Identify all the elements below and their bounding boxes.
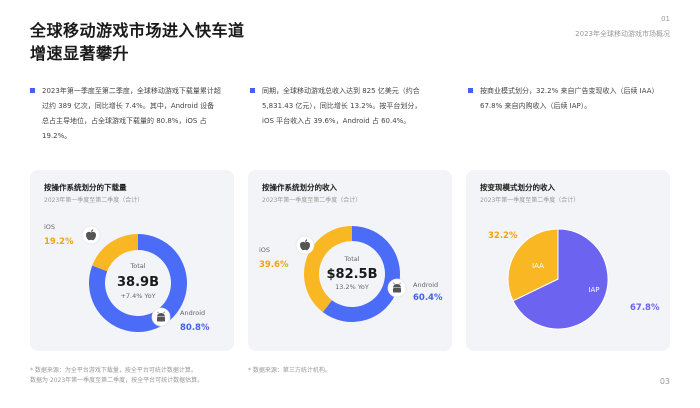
page-section-number: 01: [661, 15, 670, 23]
apple-icon: [86, 229, 96, 241]
chart-card-revenue: 按操作系统划分的收入 2023年第一季度至第二季度（合计） Total $82.5…: [248, 170, 452, 351]
slice-label-android: Android: [180, 309, 205, 317]
footnote-line: * 数据来源：为全平台游戏下载量，按全平台可统计数据计算。: [30, 367, 197, 374]
summary-block-revenue: 同期，全球移动游戏总收入达到 825 亿美元（约合 5,831.43 亿元），同…: [250, 84, 455, 129]
slice-value-iap: 67.8%: [630, 303, 660, 313]
slice-label-iap: IAP: [588, 286, 599, 294]
chart-card-monetization: 按变现模式划分的收入 2023年第一季度至第二季度（合计） IAP IAA 67.8…: [466, 170, 670, 351]
summary-line: 按商业模式划分，32.2% 来自广告变现收入（后续 IAA）: [480, 87, 659, 95]
chart-title: 按操作系统划分的收入: [262, 183, 337, 192]
summary-line: 总占主导地位，占全球游戏下载量的 80.8%，iOS 占 19.2%。: [42, 117, 207, 140]
slice-label-iaa: IAA: [532, 262, 544, 270]
slice-value-android: 60.4%: [413, 293, 443, 303]
title-line-2: 增速显著攀升: [30, 44, 130, 63]
bullet-square: [30, 88, 35, 93]
center-label: Total: [343, 255, 359, 263]
apple-icon: [300, 239, 310, 251]
footnote-line: 数据为 2023年第一季度至第二季度，按全平台可统计数据估算。: [30, 377, 204, 384]
footnote-revenue: * 数据来源：第三方统计机构。: [248, 367, 331, 374]
title-line-1: 全球移动游戏市场进入快车道: [30, 21, 245, 40]
donut-slice-ios: [92, 234, 138, 272]
page-subtitle: 2023年全球移动游戏市场概况: [575, 30, 670, 38]
chart-subtitle: 2023年第一季度至第二季度（合计）: [262, 197, 362, 204]
page-number: 03: [659, 377, 670, 386]
pie-slice-iap: [512, 228, 609, 330]
slice-value-iaa: 32.2%: [488, 231, 518, 241]
slice-value-android: 80.8%: [180, 323, 210, 333]
bullet-square: [250, 88, 255, 93]
page-title: 全球移动游戏市场进入快车道 增速显著攀升: [30, 19, 330, 65]
center-label: Total: [129, 262, 145, 270]
donut-chart-downloads: Total 38.9B +7.4% YoY iOS 19.2% Android 80.8%: [44, 223, 210, 333]
summary-line: 2023年第一季度至第二季度，全球移动游戏下载量累计超: [42, 87, 221, 95]
donut-slice-android: [322, 226, 400, 322]
donut-slice-android: [89, 234, 187, 332]
summary-line: 过约 389 亿次，同比增长 7.4%。其中，Android 设备: [42, 102, 215, 110]
summary-line: 同期，全球移动游戏总收入达到 825 亿美元（约合: [262, 87, 420, 95]
summary-block-downloads: 2023年第一季度至第二季度，全球移动游戏下载量累计超 过约 389 亿次，同比…: [30, 84, 235, 144]
center-value: $82.5B: [326, 267, 377, 282]
android-icon: [393, 282, 401, 293]
summary-block-monetization: 按商业模式划分，32.2% 来自广告变现收入（后续 IAA） 67.8% 来自内…: [468, 84, 673, 114]
chart-title: 按操作系统划分的下载量: [44, 183, 127, 192]
slice-label-ios: iOS: [44, 223, 55, 231]
center-change: 13.2% YoY: [335, 283, 369, 291]
donut-slice-ios: [304, 226, 352, 313]
chart-title: 按变现模式划分的收入: [480, 183, 555, 192]
center-change: +7.4% YoY: [120, 292, 155, 300]
chart-subtitle: 2023年第一季度至第二季度（合计）: [44, 197, 144, 204]
summary-line: 67.8% 来自内购收入（后续 IAP）。: [480, 102, 592, 110]
android-icon: [157, 311, 165, 322]
slice-value-ios: 19.2%: [44, 237, 74, 247]
summary-line: 5,831.43 亿元），同比增长 13.2%。按平台划分，: [262, 102, 422, 110]
center-value: 38.9B: [117, 275, 159, 290]
bullet-square: [468, 88, 473, 93]
pie-chart-monetization: IAP IAA 67.8% 32.2%: [488, 228, 660, 330]
summary-line: iOS 平台收入占 39.6%，Android 占 60.4%。: [262, 117, 411, 125]
slice-label-android: Android: [413, 281, 438, 289]
footnote-downloads: * 数据来源：为全平台游戏下载量，按全平台可统计数据计算。 数据为 2023年第…: [30, 366, 203, 386]
chart-subtitle: 2023年第一季度至第二季度（合计）: [480, 197, 580, 204]
slice-label-ios: iOS: [259, 246, 270, 254]
pie-slice-iaa: [507, 228, 559, 302]
slice-value-ios: 39.6%: [259, 260, 289, 270]
chart-card-downloads: 按操作系统划分的下载量 2023年第一季度至第二季度（合计） Total 38.9…: [30, 170, 234, 351]
